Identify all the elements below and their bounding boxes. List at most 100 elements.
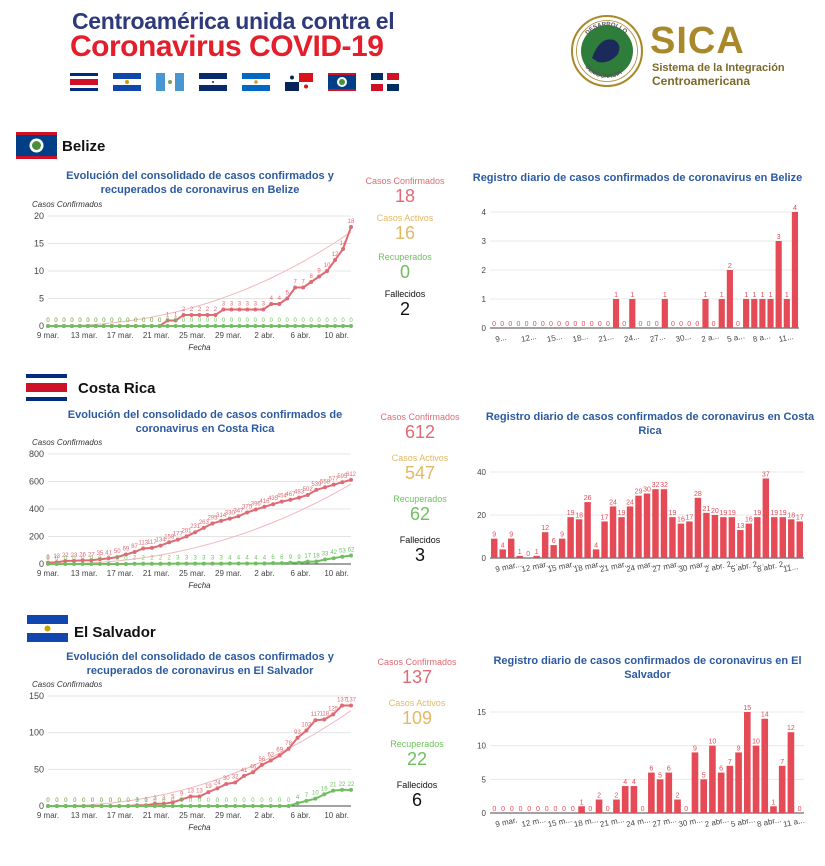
- bar-value-label: 0: [492, 806, 496, 813]
- bar-value-label: 1: [614, 292, 618, 299]
- data-point: [123, 562, 128, 566]
- data-label: 0: [46, 798, 50, 804]
- data-label: 0: [82, 798, 86, 804]
- bar-value-label: 0: [638, 321, 642, 328]
- x-tick-label: 9 mar.: [495, 816, 519, 829]
- data-label: 4: [228, 555, 232, 561]
- data-point: [285, 296, 290, 301]
- honduras-flag-icon: [199, 73, 227, 91]
- data-label: 295: [207, 515, 218, 521]
- data-label: 5: [171, 794, 175, 800]
- data-point: [221, 307, 226, 312]
- data-label: 0: [110, 318, 114, 324]
- data-label: 16: [321, 786, 328, 792]
- bar: [691, 752, 699, 813]
- data-point: [301, 285, 306, 290]
- data-label: 595: [337, 474, 348, 480]
- dominican-republic-flag-icon: [371, 73, 399, 91]
- el-salvador-flag-icon: [27, 615, 68, 642]
- data-label: 231: [190, 524, 201, 530]
- data-point: [97, 562, 102, 566]
- bar: [694, 497, 702, 558]
- data-label: 0: [55, 798, 59, 804]
- data-point: [242, 804, 247, 808]
- x-tick-label: 5 abr...: [730, 815, 756, 829]
- data-label: 0: [118, 318, 122, 324]
- bar-value-label: 9: [509, 532, 513, 539]
- data-point: [205, 324, 210, 328]
- data-label: 263: [199, 520, 210, 526]
- bar-value-label: 0: [573, 321, 577, 328]
- data-point: [314, 559, 319, 564]
- bar: [613, 799, 620, 813]
- data-label: 0: [54, 318, 58, 324]
- data-point: [305, 492, 310, 497]
- bar: [533, 555, 540, 558]
- data-point: [72, 804, 77, 808]
- data-label: 0: [94, 318, 98, 324]
- data-label: 0: [287, 798, 291, 804]
- data-label: 9: [46, 555, 50, 561]
- header-line1: Centroamérica unida contra el: [72, 8, 395, 34]
- data-point: [71, 562, 76, 566]
- data-point: [170, 804, 175, 808]
- data-label: 0: [190, 318, 194, 324]
- data-label: 0: [251, 798, 255, 804]
- x-tick-label: 21 mar.: [143, 331, 170, 340]
- bar-value-label: 0: [501, 806, 505, 813]
- data-label: 30: [223, 776, 230, 782]
- bar-value-label: 32: [660, 482, 668, 489]
- x-tick-label: 2 abr...: [704, 815, 730, 829]
- data-label: 0: [118, 798, 122, 804]
- data-point: [349, 703, 353, 708]
- bar-value-label: 0: [500, 321, 504, 328]
- trend-line: [48, 483, 352, 565]
- bar: [612, 299, 620, 328]
- data-label: 0: [54, 318, 58, 324]
- data-point: [46, 804, 50, 808]
- bar-value-label: 3: [777, 234, 781, 241]
- data-label: 7: [305, 793, 309, 799]
- bar-value-label: 0: [526, 551, 530, 558]
- data-label: 0: [100, 798, 104, 804]
- y-tick-label: 40: [477, 468, 486, 477]
- bar: [661, 299, 668, 328]
- x-tick-label: 8 a...: [752, 331, 771, 344]
- bar-value-label: 26: [584, 495, 592, 502]
- bar-value-label: 28: [694, 491, 702, 498]
- data-point: [305, 559, 310, 564]
- data-label: 0: [238, 318, 242, 324]
- sica-seal-icon: DESARROLLO DEMOCRACIA: [571, 15, 643, 87]
- cumulative-chart-title-el-salvador: Evolución del consolidado de casos confi…: [66, 651, 334, 677]
- costa-rica-flag-icon: [26, 374, 67, 401]
- data-point: [97, 557, 102, 562]
- data-point: [210, 521, 215, 526]
- x-tick-label: 8 abr...: [756, 815, 782, 829]
- data-point: [71, 558, 76, 563]
- bar: [771, 517, 778, 558]
- data-label: 0: [46, 318, 50, 324]
- bar-value-label: 1: [760, 292, 764, 299]
- bar-value-label: 1: [704, 292, 708, 299]
- bar: [743, 299, 750, 328]
- data-point: [277, 324, 282, 328]
- data-label: 0: [81, 556, 85, 562]
- x-tick-label: 30 m...: [678, 815, 704, 829]
- x-tick-label: 2 a...: [701, 331, 720, 344]
- data-label: 0: [171, 798, 175, 804]
- x-tick-label: 30...: [675, 332, 692, 344]
- data-label: 0: [62, 318, 66, 324]
- x-tick-label: 21...: [598, 332, 615, 344]
- data-label: 6: [271, 555, 275, 561]
- data-point: [165, 318, 170, 323]
- bar-value-label: 4: [793, 205, 797, 212]
- daily-chart-title-costa-rica: Registro diario de casos confirmados de …: [485, 411, 815, 437]
- data-label: 0: [107, 556, 111, 562]
- bar-value-label: 1: [630, 292, 634, 299]
- data-point: [89, 558, 94, 563]
- daily-chart-title-el-salvador: Registro diario de casos confirmados de …: [493, 655, 802, 681]
- x-tick-label: 21 mar.: [143, 811, 170, 820]
- x-tick-label: 18 m...: [573, 815, 599, 829]
- data-point: [188, 794, 193, 799]
- data-point: [233, 780, 238, 785]
